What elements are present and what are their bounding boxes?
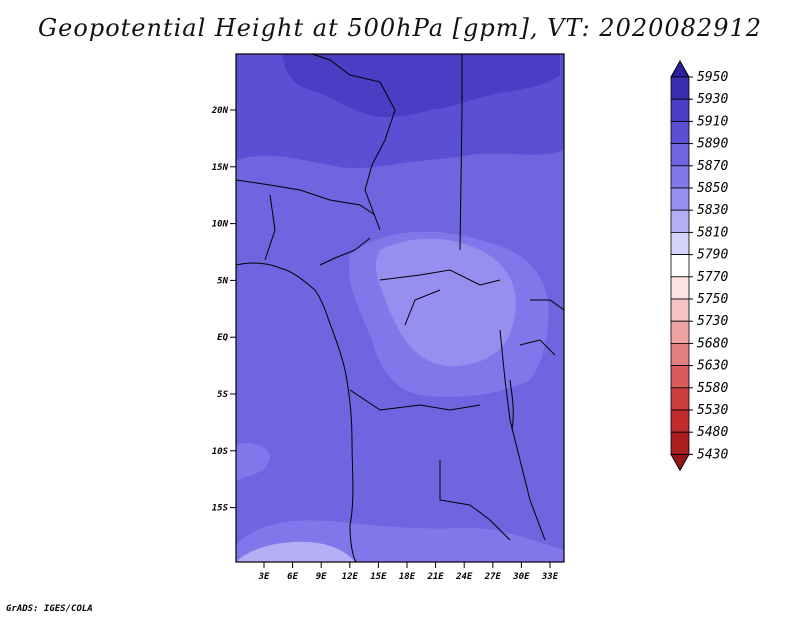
lake-tanganyika (509, 379, 514, 431)
colorbar-label: 5580 (697, 381, 728, 396)
colorbar-label: 5870 (697, 159, 728, 174)
colorbar: 5950 5930 5910 5890 5870 5850 5830 5810 5790 5770… (670, 59, 728, 472)
colorbar-label: 5790 (697, 248, 728, 263)
border-zambia (439, 460, 511, 541)
colorbar-label: 5910 (697, 114, 728, 129)
lat-tick-label: 15S (212, 504, 229, 514)
chart-title: Geopotential Height at 500hPa [gpm], VT:… (38, 14, 762, 42)
colorbar-label: 5830 (697, 203, 728, 218)
colorbar-swatch (670, 121, 690, 145)
colorbar-label: 5680 (697, 336, 728, 351)
credit-text: GrADS: IGES/COLA (6, 604, 93, 614)
colorbar-swatch (670, 187, 690, 211)
border-angola-drc (349, 389, 481, 411)
border-libya-sudan (459, 54, 463, 251)
colorbar-label: 5750 (697, 292, 728, 307)
lon-tick-label: 12E (342, 572, 359, 582)
colorbar-label: 5770 (697, 270, 728, 285)
colorbar-swatch (670, 298, 690, 322)
lat-tick-label: 5N (217, 276, 228, 286)
colorbar-label: 5730 (697, 314, 728, 329)
field-5830 (375, 238, 516, 367)
colorbar-swatch (670, 231, 690, 255)
colorbar-swatch (670, 320, 690, 344)
colorbar-label: 5430 (697, 447, 728, 462)
lon-tick-label: 6E (287, 572, 298, 582)
border-cameroon (319, 237, 371, 266)
coastlines (236, 54, 564, 562)
map-frame (235, 53, 565, 563)
border-east (499, 329, 546, 541)
border-congo (404, 289, 441, 326)
lat-tick-label: EQ (217, 333, 228, 343)
colorbar-swatch (670, 143, 690, 167)
colorbar-label: 5930 (697, 92, 728, 107)
colorbar-top-arrow (670, 59, 690, 78)
lat-tick-label: 10S (212, 447, 229, 457)
border-kenya (530, 299, 564, 311)
border-benin (264, 194, 276, 261)
colorbar-swatch (670, 342, 690, 366)
west-coast (236, 262, 357, 562)
lake-victoria (519, 339, 556, 356)
field-5830-south (236, 541, 355, 562)
colorbar-label: 5480 (697, 425, 728, 440)
border-car (379, 269, 501, 286)
colorbar-label: 5810 (697, 225, 728, 240)
latitude-axis: 20N 15N 10N 5N EQ 5S 10S 15S (211, 106, 236, 514)
lon-tick-label: 3E (258, 572, 270, 582)
field-5910 (282, 54, 560, 118)
lon-tick-label: 30E (512, 572, 530, 582)
field-5850-west (236, 443, 270, 480)
colorbar-swatch (670, 98, 690, 122)
lon-tick-label: 15E (370, 572, 387, 582)
lon-tick-label: 33E (541, 572, 559, 582)
colorbar-swatch (670, 431, 690, 455)
border-north (311, 54, 396, 231)
colorbar-bottom-arrow (670, 453, 690, 472)
colorbar-swatch (670, 276, 690, 300)
lon-tick-label: 21E (426, 572, 444, 582)
colorbar-label: 5850 (697, 181, 728, 196)
lon-tick-label: 24E (455, 572, 473, 582)
lat-tick-label: 10N (212, 220, 229, 230)
lat-tick-label: 15N (212, 163, 229, 173)
lat-tick-label: 20N (211, 106, 229, 116)
longitude-axis: 3E 6E 9E 12E 15E 18E 21E 24E 27E 30E 33E (258, 562, 559, 582)
colorbar-swatch (670, 409, 690, 433)
lon-tick-label: 27E (484, 572, 502, 582)
lat-tick-label: 5S (217, 390, 228, 400)
colorbar-swatch (670, 165, 690, 189)
colorbar-swatch (670, 76, 690, 100)
colorbar-label: 5630 (697, 359, 728, 374)
colorbar-swatch (670, 365, 690, 389)
colorbar-swatch (670, 387, 690, 411)
colorbar-label: 5530 (697, 403, 728, 418)
colorbar-label: 5950 (697, 70, 728, 85)
height-field (236, 54, 564, 562)
colorbar-swatch (670, 209, 690, 233)
lon-tick-label: 18E (399, 572, 416, 582)
lon-tick-label: 9E (316, 572, 327, 582)
colorbar-label: 5890 (697, 137, 728, 152)
border-niger (236, 179, 376, 216)
colorbar-swatch (670, 254, 690, 278)
